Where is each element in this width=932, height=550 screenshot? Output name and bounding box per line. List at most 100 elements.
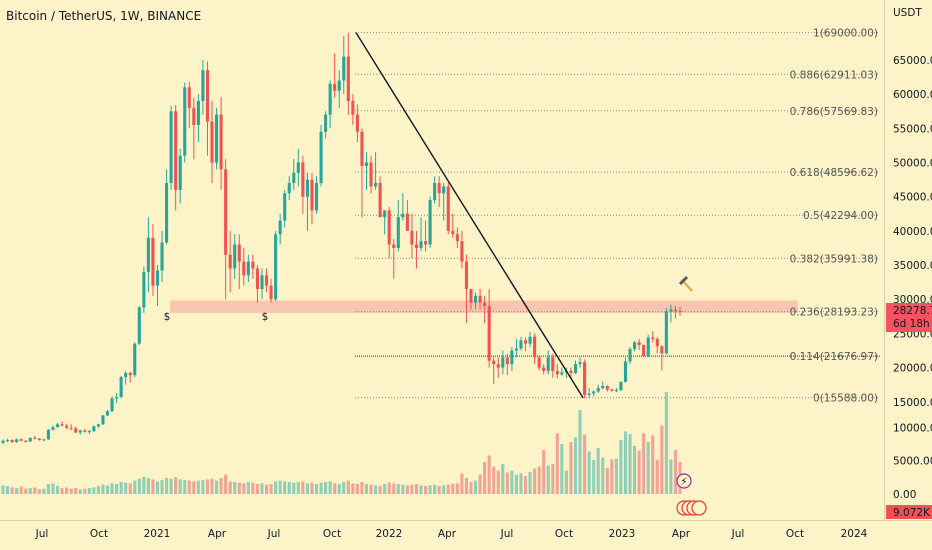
- candle-body: [83, 430, 87, 432]
- time-tick-label: Jul: [35, 528, 49, 540]
- volume-bar: [419, 485, 423, 494]
- price-tick-label: 60000.00: [893, 89, 932, 101]
- volume-bar: [60, 487, 64, 494]
- volume-bar: [374, 485, 378, 494]
- candle-body: [619, 381, 623, 391]
- volume-bar: [196, 480, 200, 494]
- flag-event-icon[interactable]: [691, 500, 707, 516]
- hammer-icon: [682, 280, 693, 292]
- candle-body: [610, 389, 614, 391]
- volume-bar: [592, 459, 596, 494]
- volume-bar: [492, 466, 496, 494]
- candle-body: [446, 186, 450, 231]
- volume-bar: [587, 451, 591, 494]
- candle-body: [387, 210, 391, 245]
- candle-body: [169, 111, 173, 184]
- volume-bar: [219, 477, 223, 494]
- volume-bar: [119, 481, 123, 494]
- volume-bar: [523, 475, 528, 494]
- candle-body: [196, 101, 200, 125]
- candle-body: [573, 364, 578, 374]
- candle-body: [383, 210, 387, 218]
- volume-bar: [478, 474, 482, 494]
- candle-body: [555, 370, 559, 375]
- axis-unit-label: USDT: [893, 7, 922, 19]
- candle-body: [455, 234, 459, 242]
- price-tick-label: 65000.00: [893, 55, 932, 67]
- price-tick-label: 40000.00: [893, 226, 932, 238]
- candle-body: [669, 309, 673, 312]
- time-tick-label: Apr: [672, 528, 691, 540]
- candle-body: [251, 261, 255, 269]
- candle-body: [360, 131, 364, 166]
- volume-bar: [151, 479, 155, 494]
- volume-bar: [242, 483, 246, 494]
- volume-bar: [337, 483, 341, 494]
- candle-body: [378, 183, 382, 218]
- candle-body: [483, 302, 487, 307]
- volume-bar: [251, 482, 255, 494]
- candle-body: [660, 346, 664, 354]
- volume-tick-label: 0.00: [893, 489, 916, 501]
- volume-bar: [146, 477, 150, 494]
- volume-last-value: 9.072K: [893, 507, 931, 519]
- volume-bar: [537, 466, 541, 494]
- lightning-icon[interactable]: [676, 473, 692, 489]
- candle-body: [28, 437, 32, 442]
- candle-body: [264, 275, 269, 286]
- volume-bar: [514, 474, 518, 494]
- volume-bar: [96, 485, 100, 494]
- volume-bar: [487, 455, 491, 494]
- fib-level-label: 0.618(48596.62): [790, 167, 878, 179]
- volume-bar: [187, 480, 191, 494]
- candle-body: [105, 411, 110, 416]
- volume-bar: [437, 485, 441, 494]
- candle-body: [74, 428, 78, 433]
- volume-bar: [424, 485, 428, 494]
- candle-body: [405, 213, 409, 231]
- candle-body: [5, 440, 10, 442]
- candle-body: [310, 179, 314, 211]
- volume-bar: [455, 483, 459, 494]
- volume-bar: [519, 473, 523, 494]
- volume-bar: [610, 459, 614, 494]
- candle-body: [115, 396, 119, 399]
- candle-body: [369, 162, 373, 187]
- candle-body: [605, 386, 609, 390]
- volume-bar: [10, 487, 14, 494]
- candle-body: [424, 241, 428, 245]
- volume-bar: [74, 487, 78, 494]
- time-tick-label: Oct: [323, 528, 341, 540]
- volume-bar: [1, 485, 5, 494]
- chart-title: Bitcoin / TetherUS, 1W, BINANCE: [6, 9, 202, 23]
- volume-bar: [473, 480, 478, 494]
- volume-bar: [274, 481, 278, 494]
- candle-body: [260, 275, 264, 289]
- candle-body: [428, 200, 432, 245]
- volume-bar: [651, 435, 655, 494]
- volume-bar: [628, 433, 632, 494]
- volume-bar: [155, 481, 160, 494]
- time-tick-label: 2023: [609, 528, 636, 540]
- time-tick-label: Jul: [500, 528, 514, 540]
- volume-bar: [546, 465, 550, 494]
- volume-tick-label: 5000.00: [893, 456, 932, 468]
- volume-bar: [555, 433, 559, 494]
- candle-body: [242, 261, 246, 276]
- volume-bar: [233, 481, 237, 494]
- volume-bar: [24, 488, 28, 494]
- candle-body: [392, 244, 396, 248]
- volume-bar: [319, 482, 323, 494]
- candle-body: [51, 427, 55, 430]
- candle-body: [583, 362, 587, 395]
- candle-body: [124, 373, 128, 378]
- volume-bar: [660, 425, 664, 494]
- volume-bar: [383, 483, 387, 494]
- volume-bar: [237, 482, 241, 494]
- volume-bar: [614, 458, 618, 494]
- time-tick-label: Jul: [731, 528, 745, 540]
- volume-bar: [460, 473, 464, 494]
- volume-bar: [269, 483, 273, 494]
- volume-bar: [464, 477, 468, 494]
